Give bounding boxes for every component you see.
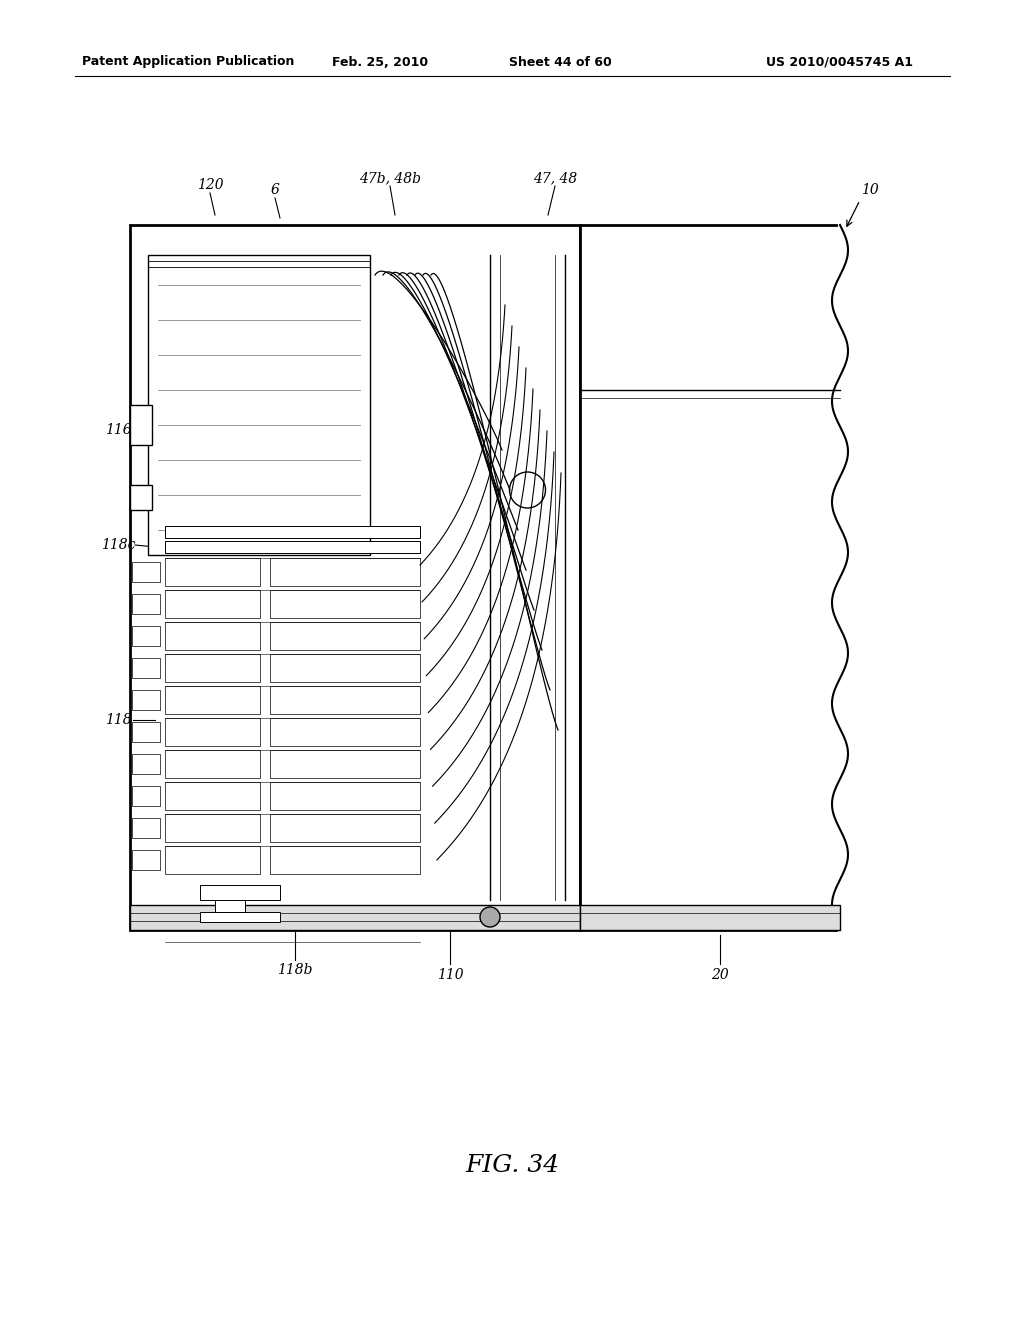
Text: FIG. 34: FIG. 34 xyxy=(465,1154,559,1176)
Bar xyxy=(132,626,160,645)
Bar xyxy=(132,850,160,870)
Bar xyxy=(270,558,420,586)
Bar xyxy=(165,781,260,810)
Bar xyxy=(130,224,580,931)
Bar xyxy=(270,750,420,777)
Bar xyxy=(215,900,245,912)
Bar xyxy=(200,912,280,921)
Bar xyxy=(130,484,152,510)
Bar xyxy=(580,224,840,931)
Bar xyxy=(165,686,260,714)
Bar xyxy=(270,814,420,842)
Text: 118c: 118c xyxy=(100,539,135,552)
Text: US 2010/0045745 A1: US 2010/0045745 A1 xyxy=(767,55,913,69)
Text: 118b: 118b xyxy=(278,964,312,977)
Bar xyxy=(270,686,420,714)
Text: Feb. 25, 2010: Feb. 25, 2010 xyxy=(332,55,428,69)
Bar xyxy=(165,718,260,746)
Text: 120: 120 xyxy=(197,178,223,191)
Bar xyxy=(165,622,260,649)
Bar xyxy=(132,754,160,774)
Text: 116: 116 xyxy=(104,422,131,437)
Bar xyxy=(165,814,260,842)
Bar xyxy=(200,884,280,900)
Bar xyxy=(270,781,420,810)
Bar xyxy=(132,594,160,614)
Bar xyxy=(132,818,160,838)
Text: 6: 6 xyxy=(270,183,280,197)
Bar xyxy=(130,405,152,445)
Bar xyxy=(132,562,160,582)
Text: 110: 110 xyxy=(436,968,463,982)
Bar xyxy=(165,846,260,874)
Circle shape xyxy=(480,907,500,927)
Bar xyxy=(165,750,260,777)
Bar xyxy=(270,846,420,874)
Bar xyxy=(165,525,420,539)
Text: 118: 118 xyxy=(104,713,131,727)
Bar xyxy=(130,906,580,931)
Bar xyxy=(132,690,160,710)
Bar xyxy=(132,657,160,678)
Bar xyxy=(148,255,370,554)
Bar xyxy=(165,541,420,553)
Bar xyxy=(165,590,260,618)
Bar xyxy=(270,622,420,649)
Text: Patent Application Publication: Patent Application Publication xyxy=(82,55,294,69)
Text: 47b, 48b: 47b, 48b xyxy=(359,172,421,185)
Bar xyxy=(270,718,420,746)
Text: Sheet 44 of 60: Sheet 44 of 60 xyxy=(509,55,611,69)
Bar xyxy=(270,590,420,618)
Text: 20: 20 xyxy=(711,968,729,982)
Bar xyxy=(165,653,260,682)
Bar xyxy=(580,906,840,931)
Text: 47, 48: 47, 48 xyxy=(532,172,578,185)
Bar xyxy=(132,785,160,807)
Text: 10: 10 xyxy=(861,183,879,197)
Bar xyxy=(132,722,160,742)
Bar xyxy=(165,558,260,586)
Bar xyxy=(270,653,420,682)
